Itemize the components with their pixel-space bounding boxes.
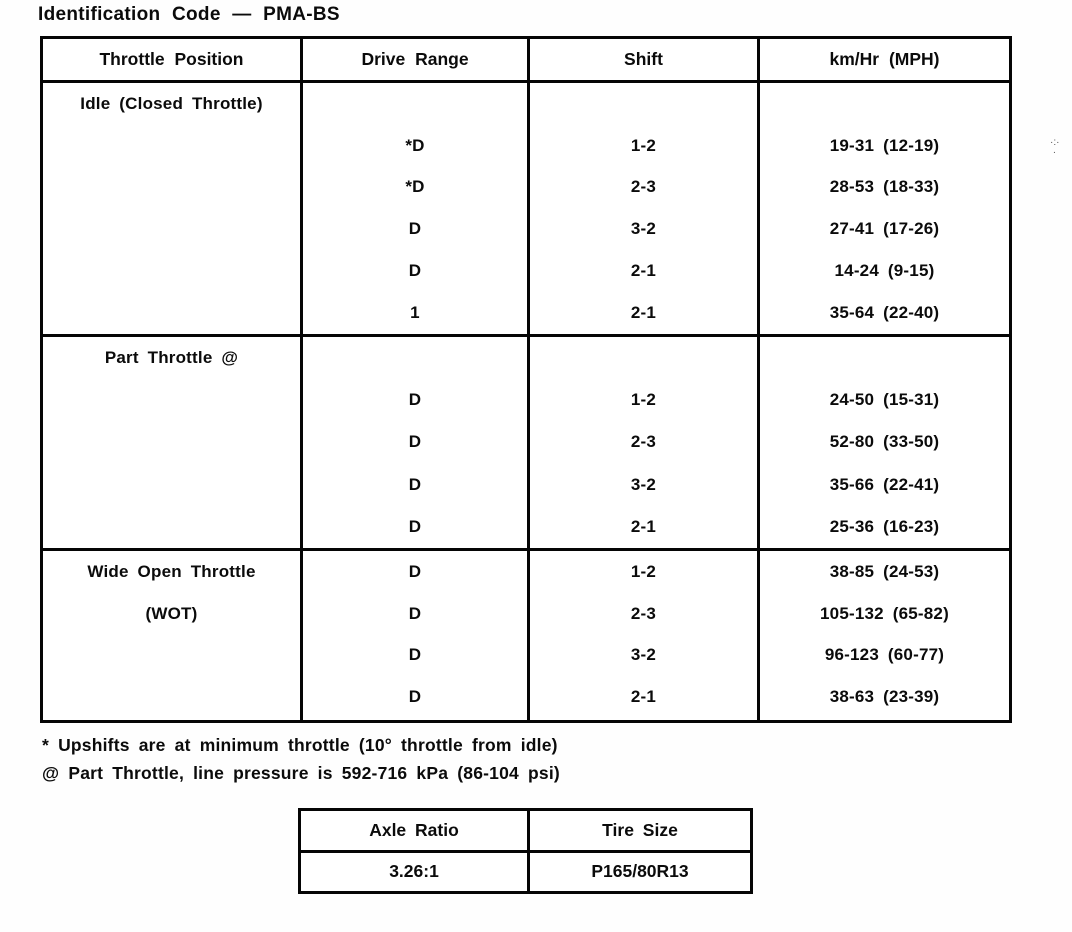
section-label: Idle (Closed Throttle) [80, 93, 263, 113]
section-label-2: (WOT) [145, 603, 198, 623]
drive-range-value [303, 337, 527, 379]
drive-range-value: D [408, 390, 422, 410]
section-label: Wide Open Throttle [87, 561, 256, 581]
empty-line [43, 292, 300, 334]
speed-value: 24-50 (15-31) [829, 390, 940, 410]
throttle-position-cell: Wide Open Throttle (WOT) [43, 551, 303, 720]
drive-range-value: *D [405, 177, 425, 197]
shift-value: 2-1 [630, 686, 657, 706]
drive-range-value: D [408, 474, 422, 494]
shift-cell: 1-2 2-3 3-2 2-1 [530, 551, 760, 720]
shift-value: 2-3 [630, 432, 657, 452]
speed-value: 96-123 (60-77) [824, 645, 945, 665]
tire-size-value: P165/80R13 [591, 861, 689, 882]
shift-cell: 1-2 2-3 3-2 2-1 2-1 [530, 83, 760, 334]
speed-value: 38-85 (24-53) [829, 561, 940, 581]
page-title: Identification Code — PMA-BS [38, 4, 340, 25]
speed-cell: 38-85 (24-53) 105-132 (65-82) 96-123 (60… [760, 551, 1009, 720]
speed-value [760, 83, 1009, 125]
speed-cell: 19-31 (12-19) 28-53 (18-33) 27-41 (17-26… [760, 83, 1009, 334]
empty-line [43, 676, 300, 718]
footnote-part-throttle: @ Part Throttle, line pressure is 592-71… [42, 762, 560, 783]
shift-table-header: Throttle Position Drive Range Shift km/H… [43, 39, 1009, 83]
shift-value: 1-2 [630, 561, 657, 581]
section-part-throttle: Part Throttle @ D D D D 1-2 2-3 3-2 2-1 [43, 337, 1009, 551]
drive-range-value: D [408, 561, 422, 581]
shift-value: 2-1 [630, 516, 657, 536]
empty-line [43, 125, 300, 167]
speed-value: 14-24 (9-15) [834, 261, 935, 281]
drive-range-value: D [408, 603, 422, 623]
shift-cell: 1-2 2-3 3-2 2-1 [530, 337, 760, 548]
speed-value: 35-64 (22-40) [829, 302, 940, 322]
drive-range-cell: D D D D [303, 337, 530, 548]
shift-speed-table: Throttle Position Drive Range Shift km/H… [40, 36, 1012, 723]
shift-value: 2-3 [630, 177, 657, 197]
speed-value: 27-41 (17-26) [829, 219, 940, 239]
drive-range-value: 1 [410, 302, 420, 322]
speed-value: 38-63 (23-39) [829, 686, 940, 706]
col-header-throttle-position: Throttle Position [43, 39, 303, 80]
speed-value: 35-66 (22-41) [829, 474, 940, 494]
empty-line [43, 250, 300, 292]
drive-range-cell: D D D D [303, 551, 530, 720]
shift-value: 2-1 [630, 261, 657, 281]
drive-range-value: D [408, 219, 422, 239]
footnotes: * Upshifts are at minimum throttle (10° … [42, 731, 560, 787]
drive-range-cell: *D *D D D 1 [303, 83, 530, 334]
throttle-position-cell: Idle (Closed Throttle) [43, 83, 303, 334]
shift-value: 2-3 [630, 603, 657, 623]
col-header-tire-size: Tire Size [602, 819, 678, 840]
section-label: Part Throttle @ [104, 348, 239, 368]
shift-value: 3-2 [630, 474, 657, 494]
empty-line [43, 167, 300, 209]
drive-range-value: D [408, 261, 422, 281]
shift-value: 3-2 [630, 645, 657, 665]
empty-line [43, 464, 300, 506]
speed-value: 25-36 (16-23) [829, 516, 940, 536]
footnote-upshifts: * Upshifts are at minimum throttle (10° … [42, 734, 558, 755]
empty-line [43, 506, 300, 548]
col-header-speed: km/Hr (MPH) [829, 49, 940, 69]
spec-table-values: 3.26:1 P165/80R13 [301, 852, 750, 891]
shift-value: 2-1 [630, 302, 657, 322]
shift-value [530, 337, 757, 379]
throttle-position-cell: Part Throttle @ [43, 337, 303, 548]
section-idle: Idle (Closed Throttle) *D *D D D 1 1-2 2… [43, 83, 1009, 337]
spec-table-header: Axle Ratio Tire Size [301, 811, 750, 853]
col-header-shift: Shift [530, 39, 760, 80]
empty-line [43, 208, 300, 250]
axle-ratio-value: 3.26:1 [301, 852, 530, 891]
speed-value: 105-132 (65-82) [820, 603, 949, 623]
speed-cell: 24-50 (15-31) 52-80 (33-50) 35-66 (22-41… [760, 337, 1009, 548]
drive-range-value: D [408, 645, 422, 665]
drive-range-value [303, 83, 527, 125]
speed-value [760, 337, 1009, 379]
drive-range-value: D [408, 516, 422, 536]
shift-value [530, 83, 757, 125]
scan-noise-speckle: ·:· · [1050, 137, 1060, 158]
shift-value: 3-2 [630, 219, 657, 239]
speed-value: 19-31 (12-19) [829, 135, 940, 155]
col-header-axle-ratio: Axle Ratio [301, 811, 530, 850]
empty-line [43, 634, 300, 676]
shift-value: 1-2 [630, 135, 657, 155]
empty-line [43, 421, 300, 463]
speed-value: 28-53 (18-33) [829, 177, 940, 197]
section-wide-open-throttle: Wide Open Throttle (WOT) D D D D 1-2 2-3… [43, 551, 1009, 720]
drive-range-value: D [408, 686, 422, 706]
speed-value: 52-80 (33-50) [829, 432, 940, 452]
shift-value: 1-2 [630, 390, 657, 410]
col-header-drive-range: Drive Range [303, 39, 530, 80]
axle-tire-table: Axle Ratio Tire Size 3.26:1 P165/80R13 [298, 808, 753, 894]
drive-range-value: D [408, 432, 422, 452]
drive-range-value: *D [405, 135, 425, 155]
empty-line [43, 379, 300, 421]
